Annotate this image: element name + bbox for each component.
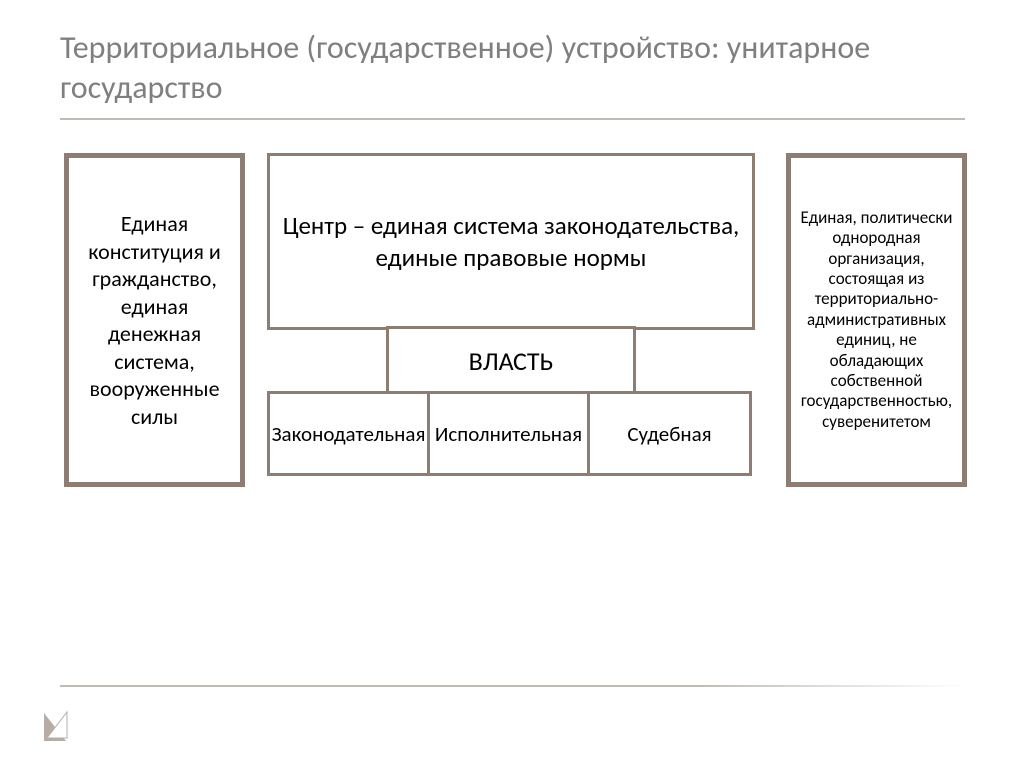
branch-legislative: Законодательная bbox=[267, 391, 430, 476]
center-legislation-box: Центр – единая система законодательства,… bbox=[267, 153, 755, 330]
right-feature-text: Единая, политически однородная организац… bbox=[797, 208, 956, 432]
bottom-divider bbox=[60, 685, 965, 687]
center-legislation-text: Центр – единая система законодательства,… bbox=[280, 210, 742, 273]
left-feature-text: Единая конституция и гражданство, единая… bbox=[79, 210, 230, 430]
branches-row: Законодательная Исполнительная Судебная bbox=[267, 391, 755, 476]
title-underline bbox=[60, 118, 965, 120]
corner-pagenav-icon bbox=[44, 701, 74, 741]
branch-judicial: Судебная bbox=[587, 391, 752, 476]
branch-executive: Исполнительная bbox=[427, 391, 590, 476]
right-feature-box: Единая, политически однородная организац… bbox=[786, 153, 967, 487]
slide-title: Территориальное (государственное) устрой… bbox=[60, 28, 1024, 108]
power-label: ВЛАСТЬ bbox=[469, 345, 554, 377]
left-feature-box: Единая конституция и гражданство, единая… bbox=[64, 153, 245, 487]
power-box: ВЛАСТЬ bbox=[386, 326, 636, 395]
